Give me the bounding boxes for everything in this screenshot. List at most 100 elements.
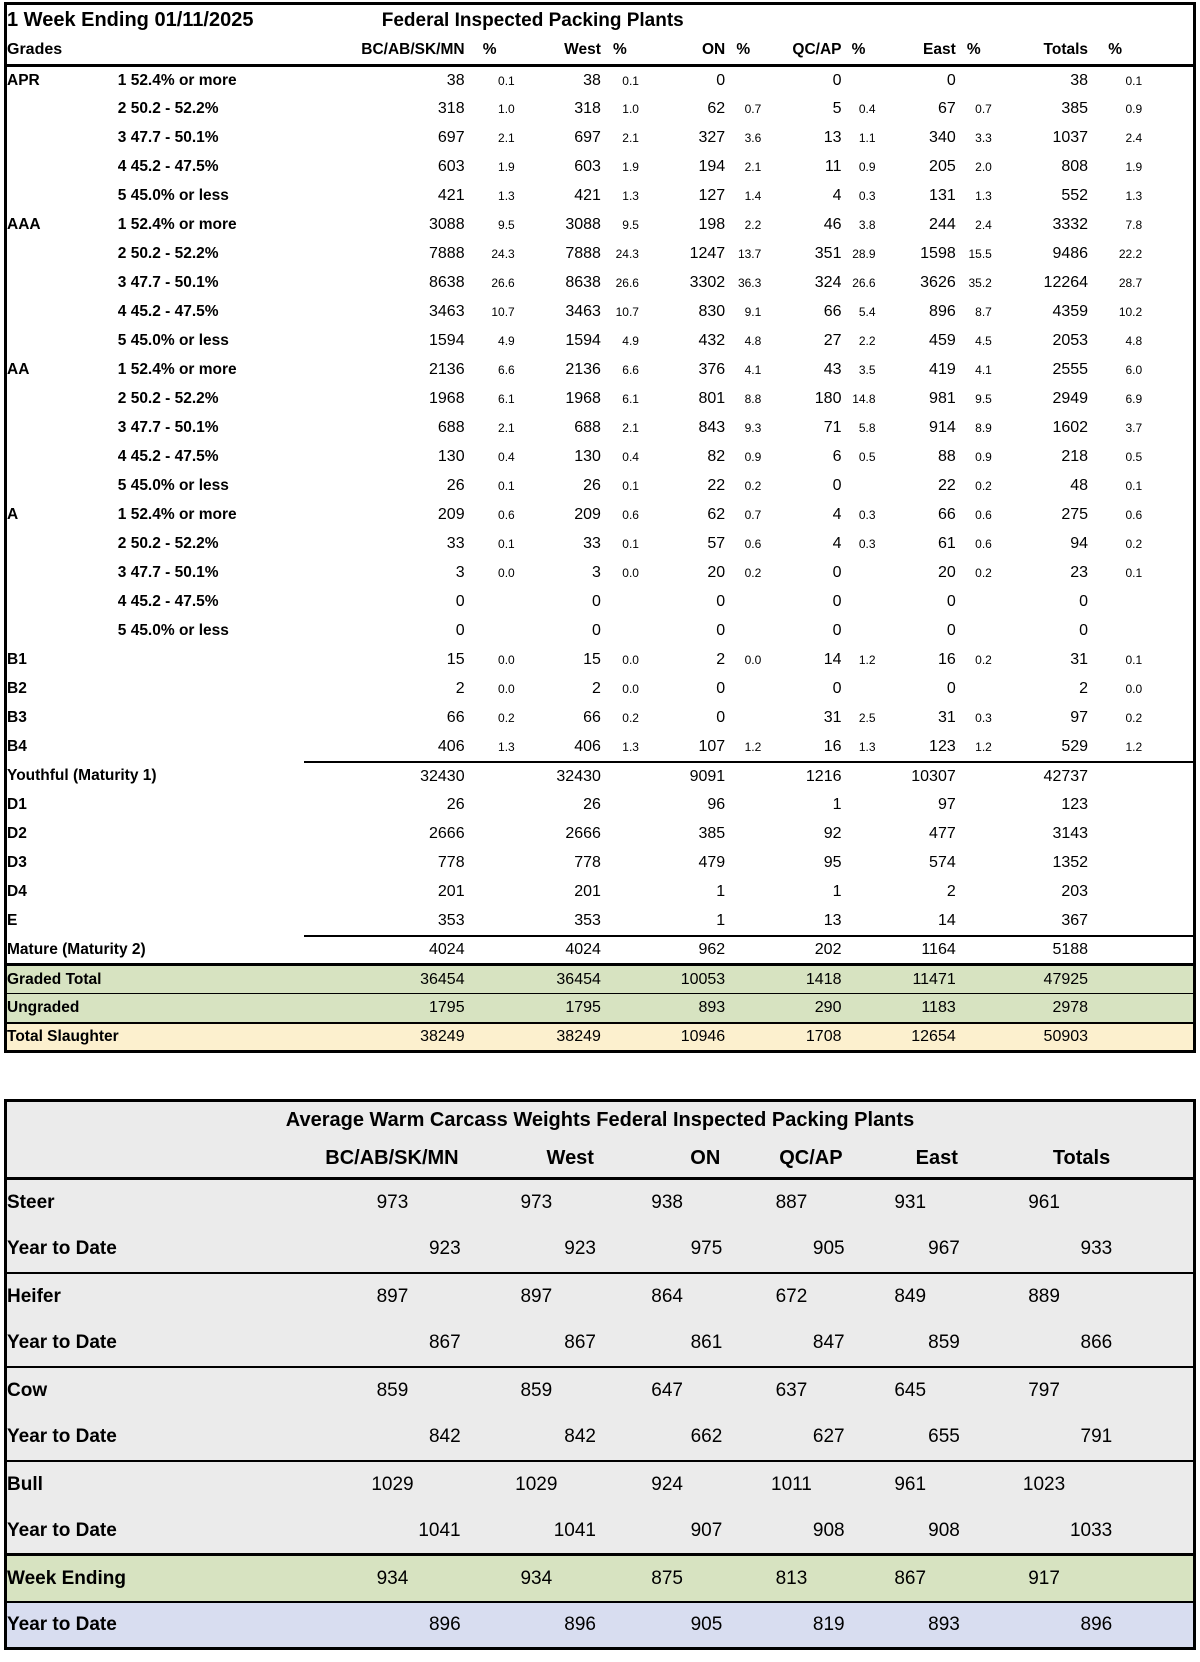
grades-row: 4 45.2 - 47.5% 0 0 0 0 0 0 bbox=[6, 588, 1195, 617]
head-count-cell: 42737 bbox=[991, 760, 1089, 791]
weights-table-header: Average Warm Carcass Weights Federal Ins… bbox=[5, 1101, 1195, 1180]
weights-header-spacer bbox=[1120, 1138, 1195, 1180]
yield-class-label bbox=[118, 849, 304, 878]
head-count-cell: 97 bbox=[937, 796, 956, 813]
head-count-cell: 981 bbox=[929, 390, 956, 407]
grade-label bbox=[6, 443, 118, 472]
head-count-cell: 201 bbox=[574, 883, 601, 900]
head-count-cell: 26 bbox=[446, 796, 465, 813]
head-count-cell: 88 bbox=[937, 448, 956, 465]
percent-cell: 8.7 bbox=[975, 305, 992, 319]
mature-maturity-2-label: Mature (Maturity 2) bbox=[7, 940, 146, 958]
head-count-cell: 1598 bbox=[920, 245, 956, 262]
percent-cell bbox=[956, 878, 992, 907]
percent-cell bbox=[955, 760, 992, 791]
percent-cell bbox=[465, 617, 515, 646]
percent-cell: 0.2 bbox=[975, 479, 992, 493]
head-count-cell: 38 bbox=[446, 71, 465, 89]
grade-label bbox=[6, 240, 118, 269]
yield-class-label bbox=[118, 675, 304, 704]
section-gap bbox=[0, 1053, 1200, 1099]
percent-cell bbox=[1088, 1021, 1143, 1052]
title-row: 1 Week Ending 01/11/2025 Federal Inspect… bbox=[6, 4, 1195, 36]
head-count-cell: 1594 bbox=[565, 332, 601, 349]
row-spacer bbox=[1142, 963, 1195, 994]
grades-row: D2 2666 2666 385 92 477 3143 bbox=[6, 820, 1195, 849]
grades-row: APR 1 52.4% or more 38 0.1 38 0.1 0 0 0 38 0.1 bbox=[6, 66, 1195, 95]
percent-cell: 0.5 bbox=[858, 450, 876, 464]
weight-cell: 896 bbox=[967, 1600, 1121, 1649]
grades-row: Mature (Maturity 2) 4024 4024 962 202 1164 518… bbox=[6, 934, 1195, 965]
row-spacer bbox=[1142, 182, 1194, 211]
row-spacer bbox=[1142, 385, 1194, 414]
head-count-cell: 33 bbox=[446, 535, 465, 552]
row-spacer bbox=[1142, 95, 1194, 124]
head-count-cell: 131 bbox=[929, 187, 956, 204]
column-header-percent: % bbox=[600, 35, 639, 67]
percent-cell: 9.5 bbox=[622, 218, 639, 232]
percent-cell: 0.1 bbox=[1125, 653, 1143, 667]
percent-cell: 0.6 bbox=[975, 537, 992, 551]
percent-cell: 0.3 bbox=[858, 189, 876, 203]
yield-class-label: 5 45.0% or less bbox=[117, 477, 229, 495]
percent-cell bbox=[955, 963, 992, 994]
percent-cell bbox=[1088, 820, 1142, 849]
head-count-cell: 0 bbox=[455, 622, 465, 639]
column-header-totals: Totals bbox=[991, 35, 1089, 67]
head-count-cell: 12654 bbox=[875, 1021, 956, 1052]
weight-cell: 975 bbox=[603, 1225, 731, 1274]
yield-class-label: 5 45.0% or less bbox=[117, 332, 229, 350]
head-count-cell: 1795 bbox=[304, 993, 465, 1023]
grades-row: Graded Total 36454 36454 10053 1418 11471 4792… bbox=[5, 963, 1195, 994]
percent-cell bbox=[956, 588, 992, 617]
yield-class-label: 1 52.4% or more bbox=[117, 72, 237, 89]
head-count-cell: 0 bbox=[455, 593, 465, 610]
head-count-cell: 1183 bbox=[875, 993, 956, 1023]
weight-cell: 934 bbox=[316, 1553, 469, 1602]
percent-cell: 0.2 bbox=[744, 479, 762, 493]
weights-column-bc-ab-sk-mn: BC/AB/SK/MN bbox=[316, 1138, 469, 1180]
head-count-cell: 7888 bbox=[565, 245, 601, 262]
head-count-cell: 0 bbox=[716, 622, 726, 639]
grades-row: 2 50.2 - 52.2% 318 1.0 318 1.0 62 0.7 5 0.4 67 0.7… bbox=[6, 95, 1195, 124]
percent-cell: 35.2 bbox=[968, 276, 992, 290]
yield-class-label: 1 52.4% or more bbox=[117, 506, 237, 524]
grades-row: 3 47.7 - 50.1% 8638 26.6 8638 26.6 3302 36.3 32… bbox=[6, 269, 1195, 298]
weight-cell: 791 bbox=[967, 1413, 1121, 1462]
yield-class-label: 4 45.2 - 47.5% bbox=[117, 448, 219, 466]
weight-cell: 867 bbox=[468, 1319, 604, 1368]
weight-cell: 645 bbox=[894, 1380, 927, 1401]
percent-cell: 1.3 bbox=[858, 739, 876, 754]
weight-cell: 842 bbox=[468, 1413, 604, 1462]
percent-cell bbox=[956, 820, 992, 849]
head-count-cell: 66 bbox=[823, 303, 842, 320]
head-count-cell: 66 bbox=[583, 709, 601, 726]
grade-label bbox=[6, 530, 118, 559]
percent-cell bbox=[841, 66, 875, 95]
percent-cell bbox=[956, 66, 992, 95]
head-count-cell: 31 bbox=[937, 709, 956, 726]
weight-cell: 961 bbox=[1028, 1192, 1060, 1214]
percent-cell: 0.6 bbox=[744, 537, 762, 551]
percent-cell: 0.6 bbox=[622, 508, 639, 522]
head-count-cell: 4024 bbox=[304, 934, 465, 965]
percent-cell: 9.5 bbox=[975, 392, 992, 406]
head-count-cell: 244 bbox=[929, 216, 956, 233]
head-count-cell: 32430 bbox=[514, 760, 601, 791]
row-spacer bbox=[1142, 1021, 1195, 1052]
weights-column-qc-ap: QC/AP bbox=[730, 1138, 853, 1180]
head-count-cell: 2555 bbox=[1052, 361, 1089, 378]
row-spacer bbox=[1142, 993, 1195, 1023]
row-spacer bbox=[1142, 414, 1194, 443]
yield-class-label: 4 45.2 - 47.5% bbox=[117, 158, 219, 176]
percent-cell: 7.8 bbox=[1125, 218, 1143, 232]
head-count-cell: 48 bbox=[1070, 477, 1089, 494]
head-count-cell: 0 bbox=[592, 622, 601, 639]
percent-cell bbox=[725, 617, 761, 646]
weights-row-label: Steer bbox=[7, 1192, 55, 1214]
percent-cell: 0.6 bbox=[975, 508, 992, 522]
percent-cell bbox=[841, 849, 875, 878]
grades-row: AAA 1 52.4% or more 3088 9.5 3088 9.5 198 2.2 46… bbox=[6, 211, 1195, 240]
grade-label: D2 bbox=[7, 825, 27, 843]
row-spacer bbox=[1142, 617, 1194, 646]
